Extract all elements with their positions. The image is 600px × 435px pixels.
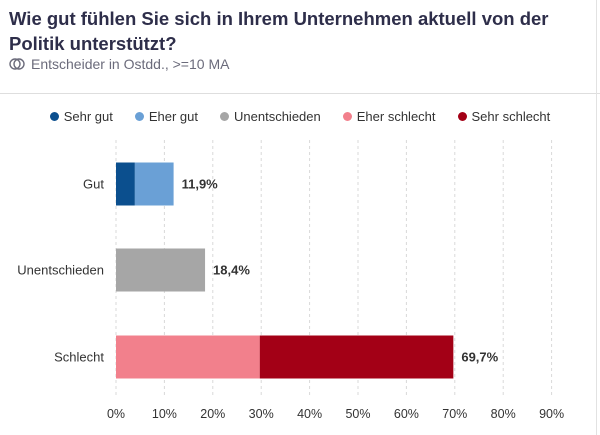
x-tick-label: 60% — [394, 407, 419, 421]
bar-segment — [116, 335, 260, 379]
legend-item[interactable]: Eher gut — [134, 109, 199, 124]
category-label: Unentschieden — [17, 263, 104, 278]
bar-total-label: 69,7% — [461, 350, 498, 365]
legend-item[interactable]: Unentschieden — [220, 109, 321, 124]
chart-subtitle: Entscheider in Ostdd., >=10 MA — [9, 56, 229, 72]
x-tick-label: 70% — [442, 407, 467, 421]
header-divider — [0, 93, 600, 94]
bar-segment — [134, 162, 174, 206]
legend-item[interactable]: Sehr schlecht — [457, 109, 551, 124]
chart-legend: Sehr gut Eher gut Unentschieden Eher schlec… — [0, 109, 600, 124]
legend-marker — [134, 112, 144, 121]
x-tick-label: 90% — [539, 407, 564, 421]
x-tick-label: 30% — [249, 407, 274, 421]
bar-segment — [116, 162, 135, 206]
x-tick-label: 0% — [107, 407, 125, 421]
bar-total-label: 18,4% — [213, 263, 250, 278]
people-icon — [9, 58, 25, 70]
legend-marker — [220, 112, 230, 121]
legend-label: Eher schlecht — [356, 109, 436, 124]
legend-label: Sehr gut — [63, 109, 113, 124]
legend-label: Eher gut — [148, 109, 199, 124]
legend-label: Unentschieden — [234, 109, 321, 124]
legend-marker — [342, 112, 352, 121]
legend-item[interactable]: Sehr gut — [49, 109, 113, 124]
legend-item[interactable]: Eher schlecht — [342, 109, 436, 124]
x-tick-label: 20% — [200, 407, 225, 421]
x-tick-label: 40% — [297, 407, 322, 421]
category-label: Gut — [83, 177, 104, 192]
bar-segment — [259, 335, 454, 379]
legend-label: Sehr schlecht — [471, 109, 551, 124]
x-tick-label: 50% — [345, 407, 370, 421]
legend-marker — [49, 112, 59, 121]
panel-border — [596, 0, 597, 435]
x-tick-label: 80% — [491, 407, 516, 421]
category-label: Schlecht — [54, 350, 104, 365]
bar-total-label: 11,9% — [182, 177, 219, 192]
subtitle-text: Entscheider in Ostdd., >=10 MA — [31, 56, 230, 72]
chart-title: Wie gut fühlen Sie sich in Ihrem Unterne… — [9, 8, 549, 54]
legend-marker — [457, 112, 467, 121]
bar-segment — [116, 248, 206, 292]
x-tick-label: 10% — [152, 407, 177, 421]
